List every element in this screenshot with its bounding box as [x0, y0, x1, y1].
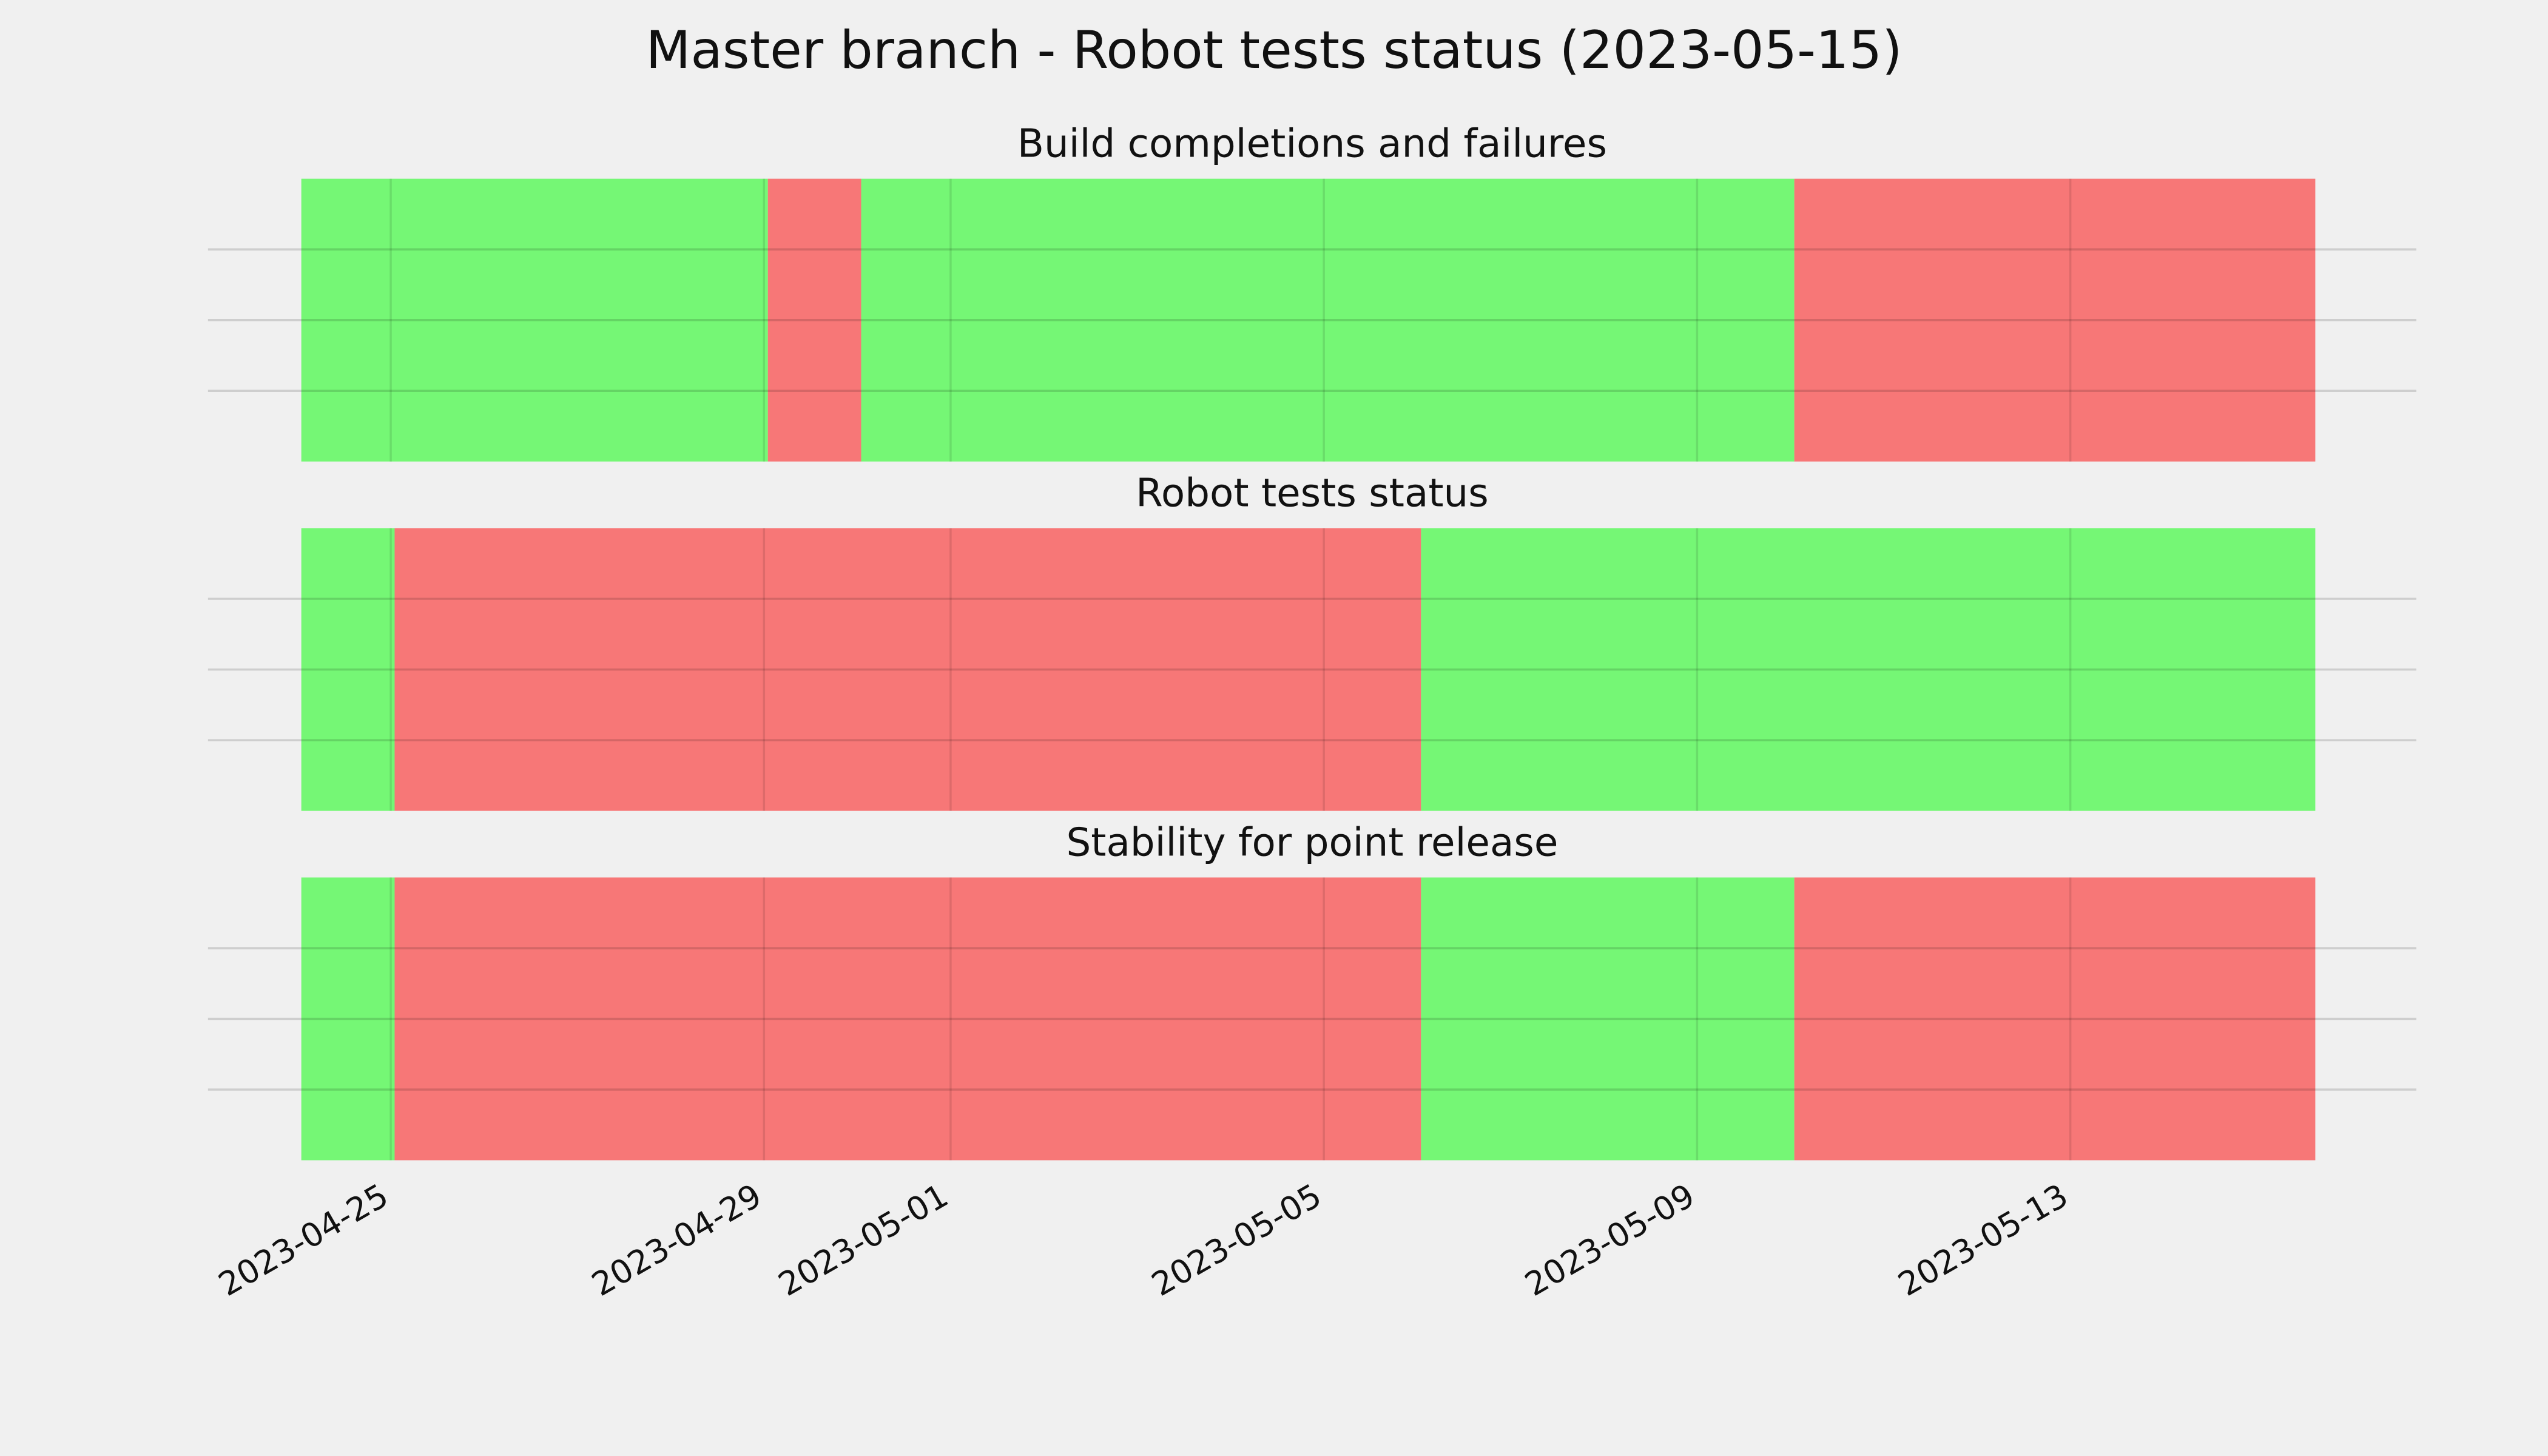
status-segment: [301, 528, 395, 811]
x-tick-label: 2023-05-09: [1518, 1176, 1701, 1304]
status-segment: [301, 877, 395, 1161]
status-segment: [394, 528, 1421, 811]
x-tick-label: 2023-04-29: [585, 1176, 768, 1304]
x-tick-label: 2023-05-13: [1892, 1176, 2074, 1304]
subplot-title: Stability for point release: [1067, 820, 1559, 865]
subplot-title: Build completions and failures: [1017, 121, 1607, 167]
x-tick-label: 2023-05-01: [772, 1176, 954, 1304]
status-segment: [767, 178, 861, 462]
x-tick-label: 2023-05-05: [1145, 1176, 1328, 1304]
status-segment: [301, 178, 768, 462]
status-segment: [1421, 877, 1795, 1161]
status-segment: [1794, 877, 2316, 1161]
status-segment: [861, 178, 1795, 462]
chart-title: Master branch - Robot tests status (2023…: [645, 20, 1902, 81]
subplot-title: Robot tests status: [1136, 471, 1489, 516]
status-segment: [394, 877, 1421, 1161]
x-tick-label: 2023-04-25: [212, 1176, 394, 1304]
status-segment: [1794, 178, 2316, 462]
status-segment: [1421, 528, 2316, 811]
